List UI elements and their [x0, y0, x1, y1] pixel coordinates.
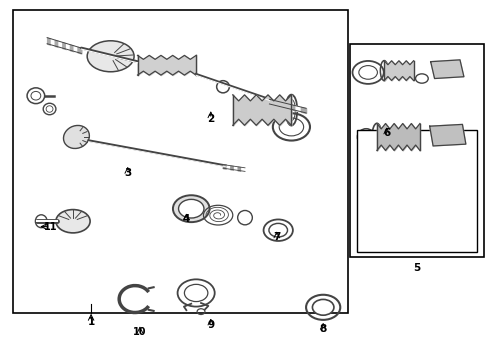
Ellipse shape [313, 300, 334, 315]
Text: 8: 8 [319, 324, 327, 334]
Bar [350, 44, 485, 257]
Ellipse shape [173, 195, 210, 222]
Text: 6: 6 [383, 129, 391, 138]
Text: 3: 3 [124, 168, 131, 178]
Bar [13, 10, 347, 313]
Ellipse shape [269, 224, 288, 237]
Text: 10: 10 [133, 327, 147, 337]
Text: 9: 9 [207, 320, 214, 330]
Text: 2: 2 [207, 114, 215, 124]
Text: 1: 1 [87, 317, 95, 327]
Polygon shape [430, 125, 466, 146]
Text: 11: 11 [44, 222, 57, 231]
Ellipse shape [178, 199, 204, 218]
Ellipse shape [64, 125, 89, 148]
Ellipse shape [87, 41, 134, 72]
Polygon shape [431, 60, 464, 78]
Bar [357, 130, 477, 252]
Text: 5: 5 [414, 263, 420, 273]
Text: 4: 4 [183, 215, 190, 224]
Text: 7: 7 [273, 232, 280, 242]
Ellipse shape [56, 210, 90, 233]
